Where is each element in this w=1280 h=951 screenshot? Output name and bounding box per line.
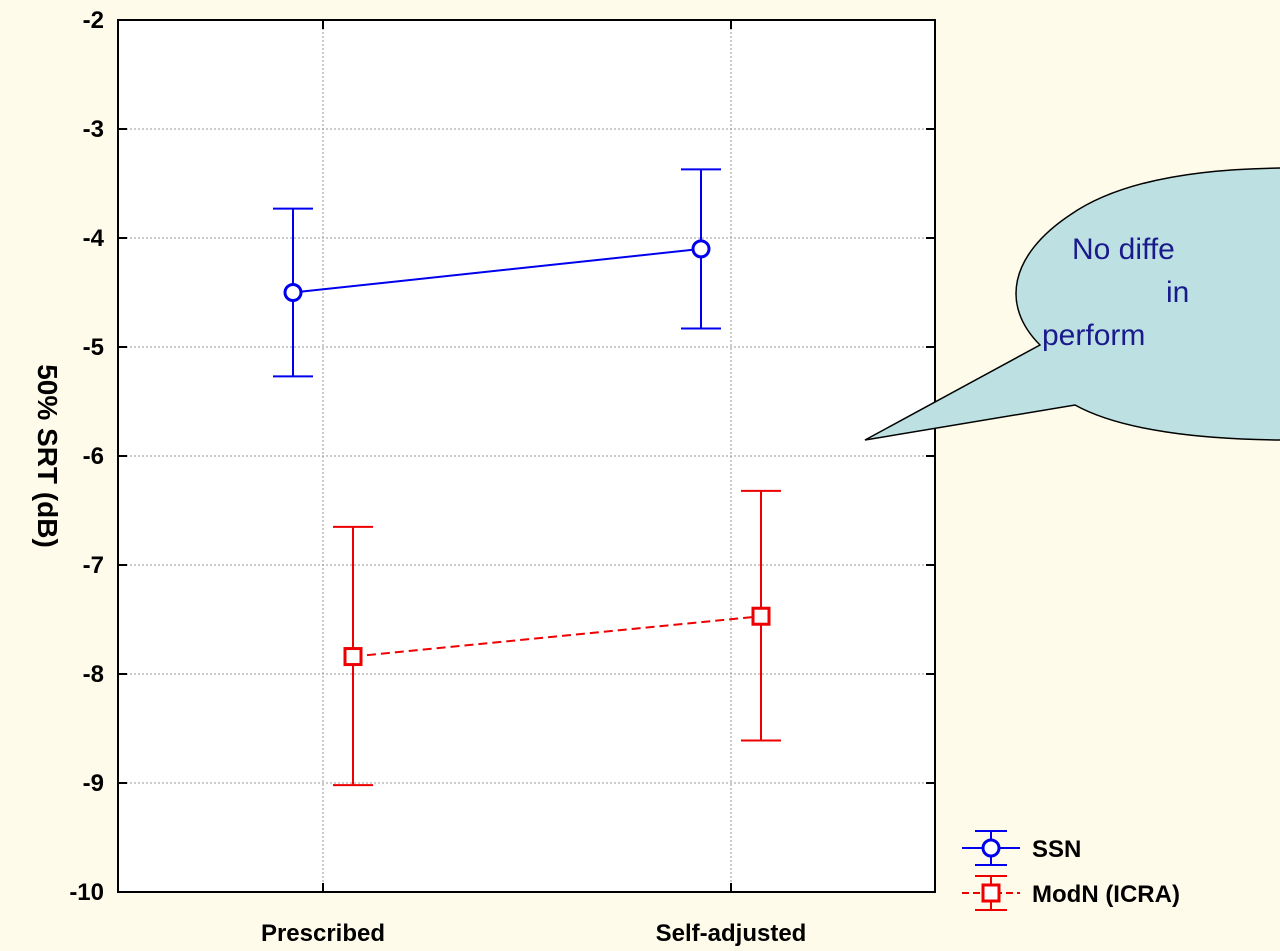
data-point [751, 606, 771, 626]
y-tick-label: -7 [83, 552, 104, 579]
y-tick-label: -9 [83, 770, 104, 797]
y-tick-label: -2 [83, 7, 104, 34]
x-tick-label: Self-adjusted [656, 920, 807, 947]
y-tick-label: -4 [83, 225, 105, 252]
series-line [352, 615, 762, 658]
data-point [283, 283, 303, 302]
y-tick-label: -6 [83, 443, 104, 470]
callout-bubble [864, 167, 1280, 441]
legend-label: ModN (ICRA) [1032, 881, 1180, 908]
callout-line-3: perform [1042, 319, 1145, 352]
series-modn [333, 489, 781, 787]
y-axis-title: 50% SRT (dB) [32, 364, 63, 548]
series-line [292, 247, 702, 294]
data-point [691, 239, 711, 259]
callout-line-2: in [1166, 276, 1189, 309]
legend-marker [981, 838, 1001, 858]
y-tick-label: -5 [83, 334, 104, 361]
data-point [343, 647, 363, 667]
y-tick-label: -8 [83, 661, 104, 688]
legend-item-ssn: SSN [962, 830, 1081, 866]
legend-label: SSN [1032, 836, 1081, 863]
series-layer [273, 168, 781, 787]
legend-item-modn: ModN (ICRA) [962, 875, 1180, 911]
y-tick-label: -3 [83, 116, 104, 143]
axis-layer: -2 -3 -4 -5 -6 -7 -8 -9 -10 Prescribed Self-adjust… [69, 7, 935, 947]
legend: SSN ModN (ICRA) [962, 830, 1180, 911]
legend-marker [981, 883, 1001, 903]
y-tick-label: -10 [69, 879, 104, 906]
series-ssn [273, 168, 721, 378]
callout-line-1: No diffe [1072, 233, 1175, 266]
x-tick-label: Prescribed [261, 920, 385, 947]
callout: No diffe in perform [864, 167, 1280, 441]
grid-layer [118, 20, 935, 892]
